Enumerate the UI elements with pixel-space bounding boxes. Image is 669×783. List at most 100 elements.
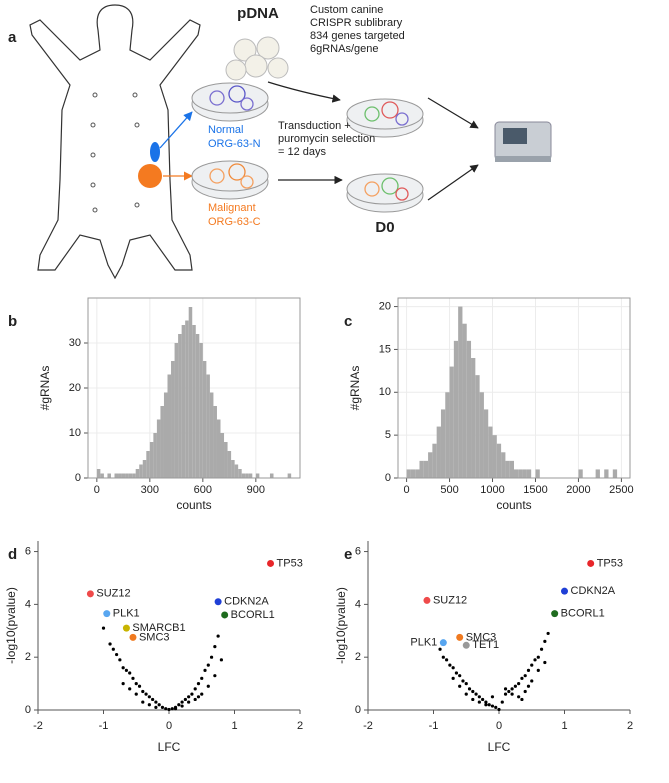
point: [464, 692, 468, 696]
histogram-bar: [241, 473, 246, 478]
histogram-bar: [153, 433, 157, 478]
point: [461, 679, 465, 683]
y-tick-label: 0: [75, 472, 81, 484]
histogram-bar: [449, 366, 454, 478]
x-tick-label: 1500: [523, 484, 547, 496]
point: [147, 695, 151, 699]
histogram-bar: [171, 361, 175, 478]
point: [543, 660, 547, 665]
histogram-bar: [142, 460, 147, 478]
pdna-label: pDNA: [237, 5, 279, 22]
y-tick-label: 6: [355, 545, 361, 557]
histogram-bar: [178, 334, 182, 478]
histogram-bar: [156, 419, 161, 478]
point-label: SUZ12: [96, 588, 130, 600]
point: [193, 687, 197, 691]
point: [180, 704, 184, 708]
point: [177, 703, 181, 707]
point: [141, 689, 145, 694]
histogram-bar: [595, 469, 600, 478]
point: [141, 700, 145, 704]
x-tick-label: -1: [429, 720, 439, 732]
histogram-bar: [135, 469, 140, 478]
library-text: CRISPR sublibrary: [310, 17, 403, 29]
y-tick-label: 5: [385, 429, 391, 441]
point: [134, 692, 138, 696]
arrow: [427, 164, 479, 201]
point: [101, 626, 106, 630]
point: [160, 705, 165, 709]
highlight-point: [439, 639, 447, 647]
point: [497, 707, 501, 712]
point: [206, 663, 210, 667]
histogram-bar: [415, 469, 420, 478]
highlight-point: [561, 587, 568, 595]
point: [530, 679, 534, 683]
point: [157, 703, 161, 707]
point: [546, 631, 550, 636]
histogram-bar: [114, 473, 119, 478]
y-tick-label: 0: [25, 704, 31, 716]
histogram-bar: [238, 469, 242, 478]
histogram-bar: [160, 406, 164, 478]
point: [520, 697, 524, 702]
transduction-text: = 12 days: [278, 146, 327, 158]
histogram-bar: [132, 473, 136, 478]
x-tick-label: 1000: [480, 484, 504, 496]
histogram-bar: [167, 374, 172, 478]
point: [173, 707, 178, 711]
x-tick-label: 1: [561, 720, 567, 732]
histogram-bar: [501, 452, 506, 478]
point: [458, 674, 462, 678]
histogram-bar: [224, 442, 228, 478]
x-tick-label: -1: [99, 720, 109, 732]
panel-label: e: [344, 546, 352, 563]
point: [484, 703, 488, 707]
histogram-bar: [423, 460, 429, 478]
histogram-bar: [146, 451, 150, 478]
histogram-bar: [406, 469, 411, 478]
histogram-bar: [227, 451, 232, 478]
point: [467, 687, 472, 691]
transduction-text: Transduction +: [278, 120, 351, 132]
panel-label: b: [8, 313, 17, 330]
highlight-point: [221, 611, 229, 619]
point: [154, 700, 158, 704]
highlight-point: [267, 559, 275, 567]
x-tick-label: -2: [33, 720, 43, 732]
point: [115, 652, 119, 657]
point: [451, 676, 455, 680]
histogram-bar: [466, 340, 472, 478]
histogram-bar: [479, 392, 484, 478]
histogram-bar: [128, 473, 133, 478]
point: [510, 687, 514, 691]
histogram-bar: [518, 469, 523, 478]
histogram-bar: [453, 340, 459, 478]
histogram-bar: [522, 469, 527, 478]
point: [193, 697, 197, 702]
point: [536, 655, 540, 659]
histogram-bar: [96, 469, 101, 478]
x-tick-label: 2: [627, 720, 633, 732]
point: [464, 681, 468, 686]
point: [187, 700, 191, 704]
point: [517, 695, 521, 699]
highlight-point: [129, 633, 137, 641]
point: [164, 707, 168, 711]
panel-label: d: [8, 546, 17, 563]
y-tick-label: 10: [69, 427, 81, 439]
x-tick-label: 300: [141, 484, 159, 496]
x-tick-label: 0: [166, 720, 172, 732]
highlight-point: [456, 633, 464, 641]
point: [118, 658, 122, 662]
point: [536, 668, 540, 672]
point: [517, 681, 521, 686]
normal-label: ORG-63-N: [208, 138, 261, 150]
point: [471, 697, 475, 702]
x-tick-label: 2500: [609, 484, 633, 496]
y-tick-label: 30: [69, 337, 81, 349]
y-tick-label: 15: [379, 343, 391, 355]
point-label: SMC3: [139, 631, 170, 643]
histogram-bar: [428, 452, 433, 478]
histogram-bar: [496, 443, 502, 478]
